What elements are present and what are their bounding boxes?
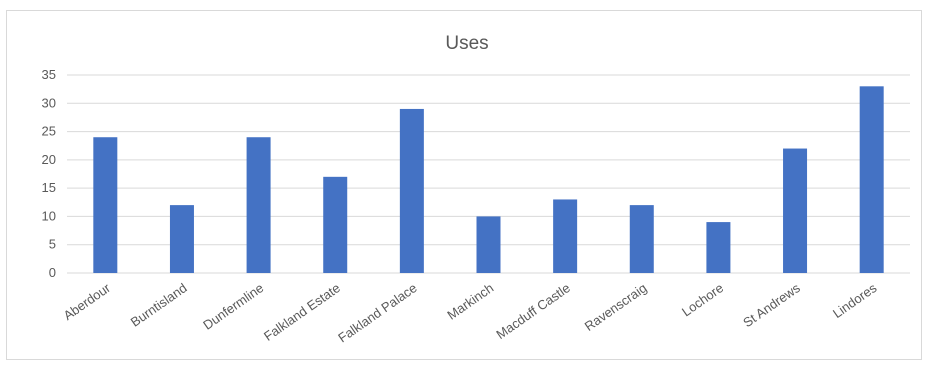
y-tick-label: 5: [49, 237, 56, 252]
bar-lindores: [859, 86, 884, 273]
x-tick-label: Lochore: [679, 280, 726, 319]
bar-macduff-castle: [553, 199, 578, 273]
y-tick-label: 15: [42, 180, 56, 195]
x-tick-label: Ravenscraig: [582, 280, 650, 334]
y-tick-label: 10: [42, 208, 56, 223]
bar-markinch: [476, 216, 501, 273]
bar-aberdour: [93, 137, 118, 273]
x-tick-label: Lindores: [830, 280, 880, 321]
bar-burntisland: [169, 205, 194, 273]
y-tick-label: 20: [42, 152, 56, 167]
bars: [93, 86, 884, 273]
x-tick-label: Falkland Estate: [261, 280, 343, 344]
y-tick-label: 0: [49, 265, 56, 280]
bar-ravenscraig: [629, 205, 654, 273]
y-tick-label: 30: [42, 95, 56, 110]
bar-st-andrews: [783, 148, 808, 273]
bar-dunfermline: [246, 137, 271, 273]
chart-title: Uses: [445, 33, 488, 54]
x-tick-label: Aberdour: [61, 280, 114, 323]
y-axis-ticks: 0 5 10 15 20 25 30 35: [42, 67, 56, 280]
x-tick-label: Dunfermline: [200, 280, 266, 332]
bar-falkland-palace: [399, 108, 424, 273]
bar-lochore: [706, 222, 731, 273]
x-tick-label: St Andrews: [740, 280, 803, 330]
gridlines: [67, 74, 910, 274]
bar-falkland-estate: [323, 176, 348, 273]
x-tick-label: Burntisland: [128, 280, 190, 330]
chart-frame: [6, 10, 922, 360]
y-tick-label: 25: [42, 124, 56, 139]
y-tick-label: 35: [42, 67, 56, 82]
x-tick-label: Falkland Palace: [335, 280, 419, 345]
x-tick-label: Macduff Castle: [493, 280, 572, 342]
x-tick-label: Markinch: [444, 280, 496, 323]
